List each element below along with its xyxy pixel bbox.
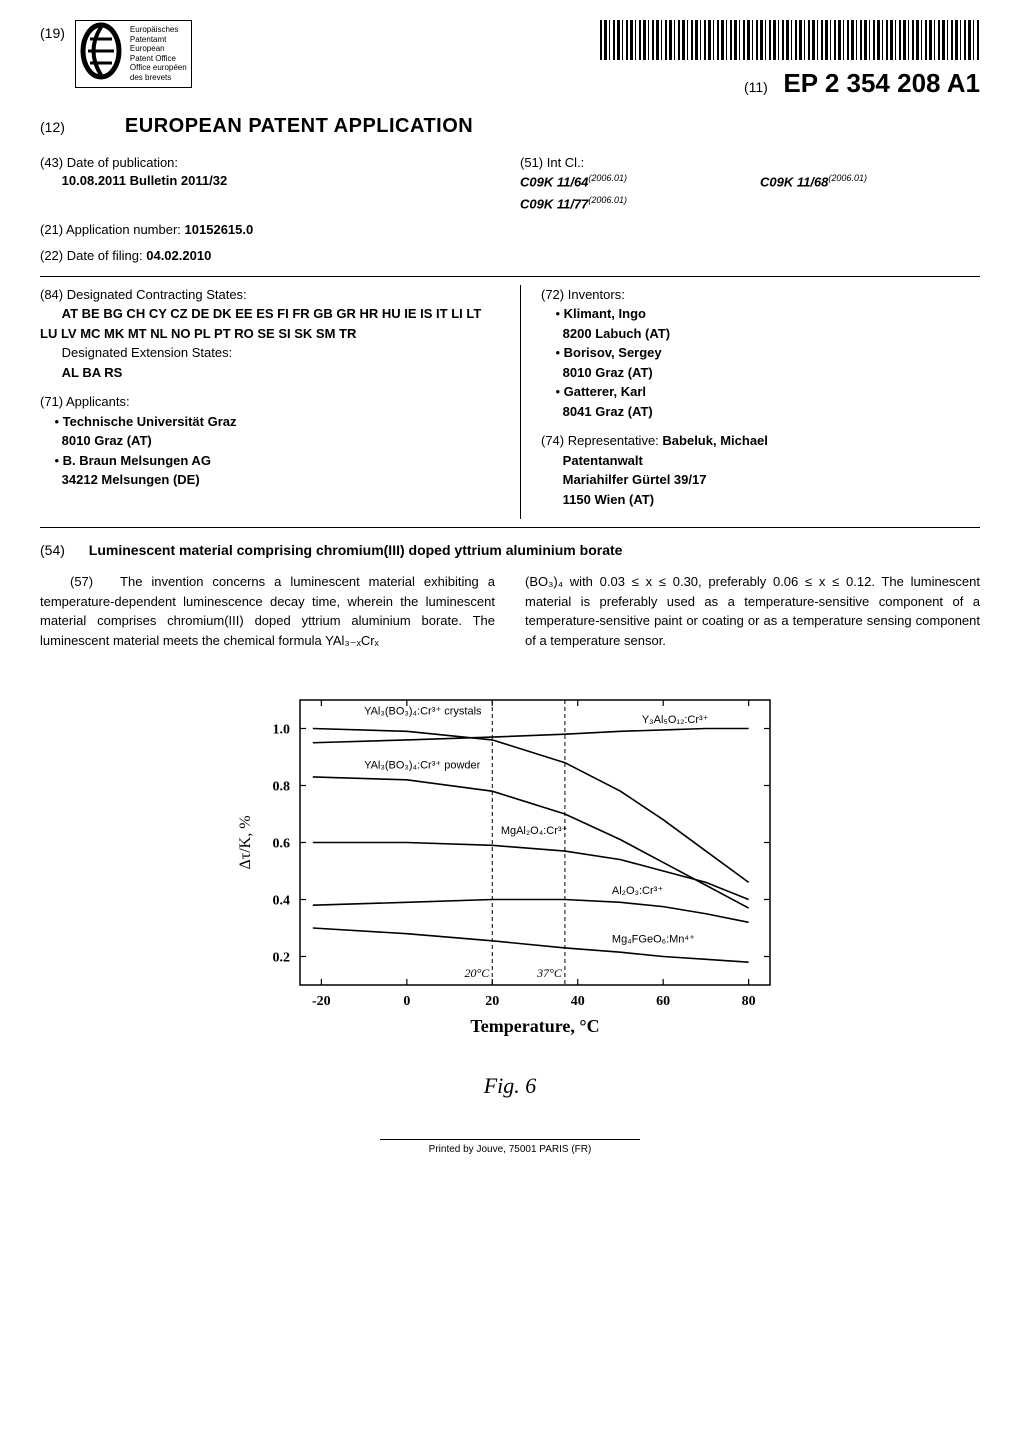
svg-text:Al₂O₃:Cr³⁺: Al₂O₃:Cr³⁺ bbox=[612, 885, 663, 897]
num-54: (54) bbox=[40, 542, 65, 558]
parties-left: (84) Designated Contracting States: AT B… bbox=[40, 285, 500, 520]
abstract-text-1: The invention concerns a luminescent mat… bbox=[40, 574, 495, 648]
svg-text:37°C: 37°C bbox=[536, 966, 563, 980]
states-value: AT BE BG CH CY CZ DE DK EE ES FI FR GB G… bbox=[40, 306, 481, 341]
metadata-grid: (43) Date of publication: 10.08.2011 Bul… bbox=[40, 154, 980, 266]
appnum-value: 10152615.0 bbox=[185, 222, 254, 237]
rep-addr: Patentanwalt Mariahilfer Gürtel 39/17 11… bbox=[541, 451, 980, 510]
svg-text:80: 80 bbox=[742, 994, 756, 1009]
num-11: (11) bbox=[744, 79, 768, 95]
states-label: (84) Designated Contracting States: bbox=[40, 287, 247, 302]
filedate-value: 04.02.2010 bbox=[146, 248, 211, 263]
epo-line: European bbox=[130, 44, 187, 54]
abstract-col2: (BO₃)₄ with 0.03 ≤ x ≤ 0.30, preferably … bbox=[525, 572, 980, 650]
num-12: (12) bbox=[40, 119, 65, 135]
svg-text:Temperature, °C: Temperature, °C bbox=[470, 1016, 599, 1036]
svg-text:60: 60 bbox=[656, 994, 670, 1009]
svg-text:YAl₃(BO₃)₄:Cr³⁺ crystals: YAl₃(BO₃)₄:Cr³⁺ crystals bbox=[364, 705, 482, 717]
pubdate-value: 10.08.2011 Bulletin 2011/32 bbox=[62, 173, 228, 188]
svg-text:Mg₄FGeO₆:Mn⁴⁺: Mg₄FGeO₆:Mn⁴⁺ bbox=[612, 933, 695, 945]
barcode-icon bbox=[600, 20, 980, 60]
chart-svg: -20 0 20 40 60 80 0.2 0.4 0.6 0.8 1.0 20°C 37°C YAl₃(… bbox=[230, 680, 790, 1040]
svg-text:Δτ/K, %: Δτ/K, % bbox=[237, 816, 254, 870]
svg-text:Y₃Al₅O₁₂:Cr³⁺: Y₃Al₅O₁₂:Cr³⁺ bbox=[642, 714, 709, 726]
svg-text:0.8: 0.8 bbox=[273, 780, 291, 795]
appnum-label: (21) Application number: bbox=[40, 222, 181, 237]
figure-6: -20 0 20 40 60 80 0.2 0.4 0.6 0.8 1.0 20°C 37°C YAl₃(… bbox=[230, 680, 790, 1099]
svg-text:0.6: 0.6 bbox=[273, 837, 291, 852]
application-title: EUROPEAN PATENT APPLICATION bbox=[125, 115, 473, 138]
footer-print-line: Printed by Jouve, 75001 PARIS (FR) bbox=[380, 1139, 640, 1155]
svg-text:20: 20 bbox=[485, 994, 499, 1009]
invention-title: Luminescent material comprising chromium… bbox=[89, 542, 623, 558]
epo-line: des brevets bbox=[130, 73, 187, 83]
svg-text:YAl₃(BO₃)₄:Cr³⁺ powder: YAl₃(BO₃)₄:Cr³⁺ powder bbox=[364, 759, 481, 771]
svg-text:40: 40 bbox=[571, 994, 585, 1009]
svg-text:0.4: 0.4 bbox=[273, 894, 291, 909]
epo-line: Patent Office bbox=[130, 54, 187, 64]
abstract: (57) The invention concerns a luminescen… bbox=[40, 572, 980, 650]
applicants-list: • Technische Universität Graz 8010 Graz … bbox=[40, 412, 500, 490]
epo-line: Office européen bbox=[130, 63, 187, 73]
filedate-label: (22) Date of filing: bbox=[40, 248, 143, 263]
publication-number: EP 2 354 208 A1 bbox=[783, 68, 980, 98]
svg-text:20°C: 20°C bbox=[464, 966, 490, 980]
svg-text:1.0: 1.0 bbox=[273, 723, 291, 738]
epo-line: Patentamt bbox=[130, 35, 187, 45]
epo-logo-block: Europäisches Patentamt European Patent O… bbox=[75, 20, 192, 88]
application-title-row: (12) EUROPEAN PATENT APPLICATION bbox=[40, 115, 980, 138]
rep-name: Babeluk, Michael bbox=[662, 433, 767, 448]
inventors-label: (72) Inventors: bbox=[541, 287, 625, 302]
num-57: (57) bbox=[70, 574, 93, 589]
svg-text:-20: -20 bbox=[312, 994, 331, 1009]
figure-caption: Fig. 6 bbox=[230, 1073, 790, 1099]
appnum-block: (21) Application number: 10152615.0 bbox=[40, 221, 500, 239]
ext-label: Designated Extension States: bbox=[62, 345, 233, 360]
svg-text:0.2: 0.2 bbox=[273, 951, 291, 966]
svg-text:0: 0 bbox=[403, 994, 410, 1009]
intcl-codes: C09K 11/64(2006.01)C09K 11/68(2006.01)C0… bbox=[520, 172, 980, 213]
parties-grid: (84) Designated Contracting States: AT B… bbox=[40, 276, 980, 529]
inventors-list: • Klimant, Ingo 8200 Labuch (AT) • Boris… bbox=[541, 304, 980, 421]
publication-number-row: (11) EP 2 354 208 A1 bbox=[600, 68, 980, 99]
intcl-block: (51) Int Cl.: C09K 11/64(2006.01)C09K 11… bbox=[520, 154, 980, 213]
parties-right: (72) Inventors: • Klimant, Ingo 8200 Lab… bbox=[520, 285, 980, 520]
intcl-label: (51) Int Cl.: bbox=[520, 155, 584, 170]
pubdate-block: (43) Date of publication: 10.08.2011 Bul… bbox=[40, 154, 500, 213]
pubdate-label: (43) Date of publication: bbox=[40, 155, 178, 170]
epo-line: Europäisches bbox=[130, 25, 187, 35]
filedate-block: (22) Date of filing: 04.02.2010 bbox=[40, 247, 500, 265]
epo-logo-icon bbox=[76, 21, 126, 81]
num-19: (19) bbox=[40, 20, 65, 41]
svg-text:MgAl₂O₄:Cr³⁺: MgAl₂O₄:Cr³⁺ bbox=[501, 825, 568, 837]
abstract-col1: (57) The invention concerns a luminescen… bbox=[40, 572, 495, 650]
rep-label: (74) Representative: bbox=[541, 433, 659, 448]
header: (19) Europäisches Patentamt European Pat… bbox=[40, 20, 980, 99]
epo-office-names: Europäisches Patentamt European Patent O… bbox=[126, 21, 191, 87]
invention-title-row: (54) Luminescent material comprising chr… bbox=[40, 542, 980, 558]
applicants-label: (71) Applicants: bbox=[40, 394, 130, 409]
ext-value: AL BA RS bbox=[62, 365, 123, 380]
